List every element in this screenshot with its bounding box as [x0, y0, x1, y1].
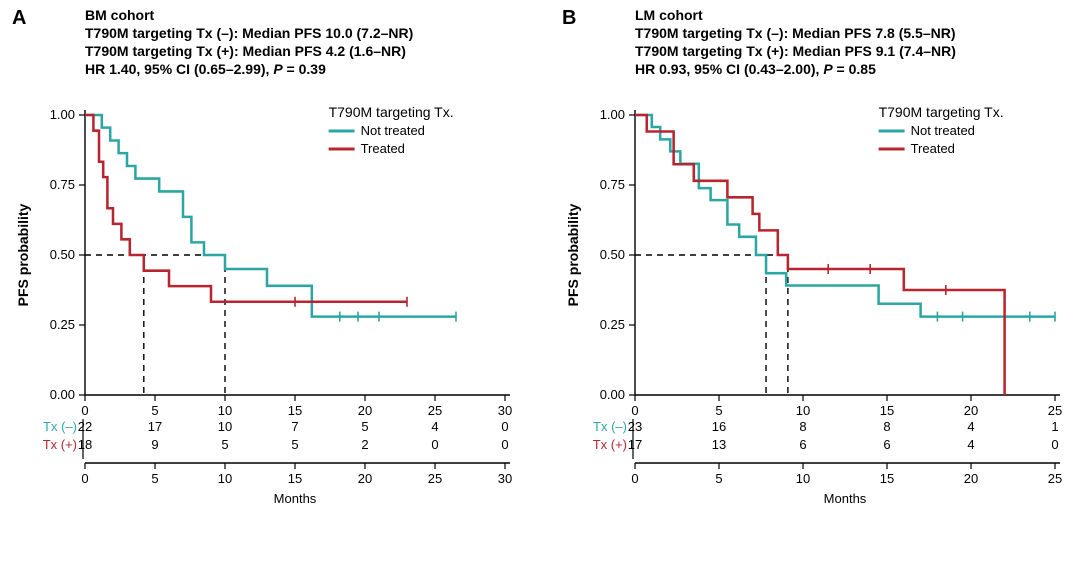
risk-row-label: Tx (–) — [593, 419, 627, 434]
risk-value: 6 — [799, 437, 806, 452]
risk-value: 4 — [967, 419, 974, 434]
risk-value: 5 — [221, 437, 228, 452]
svg-text:5: 5 — [715, 403, 722, 418]
y-axis-label: PFS probability — [565, 203, 581, 306]
svg-text:25: 25 — [1048, 403, 1062, 418]
legend-item: Treated — [911, 141, 955, 156]
legend-title: T790M targeting Tx. — [879, 104, 1004, 120]
svg-text:0: 0 — [81, 471, 88, 486]
svg-text:10: 10 — [218, 471, 232, 486]
svg-text:30: 30 — [498, 403, 512, 418]
header-line: T790M targeting Tx (+): Median PFS 4.2 (… — [85, 43, 406, 59]
svg-text:25: 25 — [428, 403, 442, 418]
header-line: LM cohort — [635, 7, 703, 23]
x-axis-label: Months — [824, 491, 867, 506]
svg-text:0.25: 0.25 — [50, 317, 75, 332]
risk-value: 2 — [361, 437, 368, 452]
legend-title: T790M targeting Tx. — [329, 104, 454, 120]
svg-text:0.50: 0.50 — [600, 247, 625, 262]
legend-item: Not treated — [361, 123, 425, 138]
svg-text:25: 25 — [1048, 471, 1062, 486]
risk-value: 17 — [148, 419, 162, 434]
svg-text:0.25: 0.25 — [600, 317, 625, 332]
risk-value: 10 — [218, 419, 232, 434]
svg-text:30: 30 — [498, 471, 512, 486]
x-axis-label: Months — [274, 491, 317, 506]
svg-text:0.00: 0.00 — [600, 387, 625, 402]
risk-value: 16 — [712, 419, 726, 434]
risk-value: 7 — [291, 419, 298, 434]
panel-a: A BM cohort T790M targeting Tx (–): Median… — [0, 0, 530, 565]
svg-text:15: 15 — [880, 471, 894, 486]
header-line: T790M targeting Tx (–): Median PFS 7.8 (… — [635, 25, 956, 41]
svg-text:5: 5 — [715, 471, 722, 486]
risk-row-label: Tx (+) — [593, 437, 627, 452]
risk-value: 18 — [78, 437, 92, 452]
legend-item: Not treated — [911, 123, 975, 138]
header-line: T790M targeting Tx (+): Median PFS 9.1 (… — [635, 43, 956, 59]
panel-b: B LM cohort T790M targeting Tx (–): Median… — [550, 0, 1080, 565]
svg-text:25: 25 — [428, 471, 442, 486]
risk-value: 23 — [628, 419, 642, 434]
header-stat: HR 1.40, 95% CI (0.65–2.99), P = 0.39 — [85, 61, 326, 77]
risk-value: 5 — [361, 419, 368, 434]
risk-row-label: Tx (–) — [43, 419, 77, 434]
km-curve — [85, 115, 407, 302]
header-line: T790M targeting Tx (–): Median PFS 10.0 … — [85, 25, 413, 41]
risk-value: 1 — [1051, 419, 1058, 434]
svg-text:0.75: 0.75 — [600, 177, 625, 192]
svg-text:5: 5 — [151, 403, 158, 418]
risk-value: 9 — [151, 437, 158, 452]
risk-value: 22 — [78, 419, 92, 434]
risk-value: 13 — [712, 437, 726, 452]
svg-text:0: 0 — [81, 403, 88, 418]
km-curve — [635, 115, 1055, 317]
svg-text:10: 10 — [218, 403, 232, 418]
svg-text:B: B — [562, 7, 576, 29]
y-axis-label: PFS probability — [15, 203, 31, 306]
risk-value: 0 — [431, 437, 438, 452]
svg-text:10: 10 — [796, 403, 810, 418]
header-line: BM cohort — [85, 7, 155, 23]
svg-text:20: 20 — [964, 471, 978, 486]
risk-value: 6 — [883, 437, 890, 452]
legend-item: Treated — [361, 141, 405, 156]
header-stat: HR 0.93, 95% CI (0.43–2.00), P = 0.85 — [635, 61, 876, 77]
svg-text:A: A — [12, 7, 26, 29]
svg-text:15: 15 — [288, 403, 302, 418]
svg-text:0.50: 0.50 — [50, 247, 75, 262]
svg-text:20: 20 — [358, 471, 372, 486]
svg-text:0.75: 0.75 — [50, 177, 75, 192]
risk-value: 4 — [967, 437, 974, 452]
risk-value: 0 — [501, 437, 508, 452]
svg-text:15: 15 — [288, 471, 302, 486]
risk-value: 5 — [291, 437, 298, 452]
svg-text:20: 20 — [358, 403, 372, 418]
risk-value: 0 — [1051, 437, 1058, 452]
risk-value: 0 — [501, 419, 508, 434]
risk-value: 8 — [799, 419, 806, 434]
svg-text:0.00: 0.00 — [50, 387, 75, 402]
svg-text:1.00: 1.00 — [50, 107, 75, 122]
risk-value: 4 — [431, 419, 438, 434]
risk-value: 17 — [628, 437, 642, 452]
svg-text:20: 20 — [964, 403, 978, 418]
svg-text:1.00: 1.00 — [600, 107, 625, 122]
risk-value: 8 — [883, 419, 890, 434]
svg-text:5: 5 — [151, 471, 158, 486]
svg-text:15: 15 — [880, 403, 894, 418]
risk-row-label: Tx (+) — [43, 437, 77, 452]
svg-text:0: 0 — [631, 403, 638, 418]
svg-text:10: 10 — [796, 471, 810, 486]
svg-text:0: 0 — [631, 471, 638, 486]
